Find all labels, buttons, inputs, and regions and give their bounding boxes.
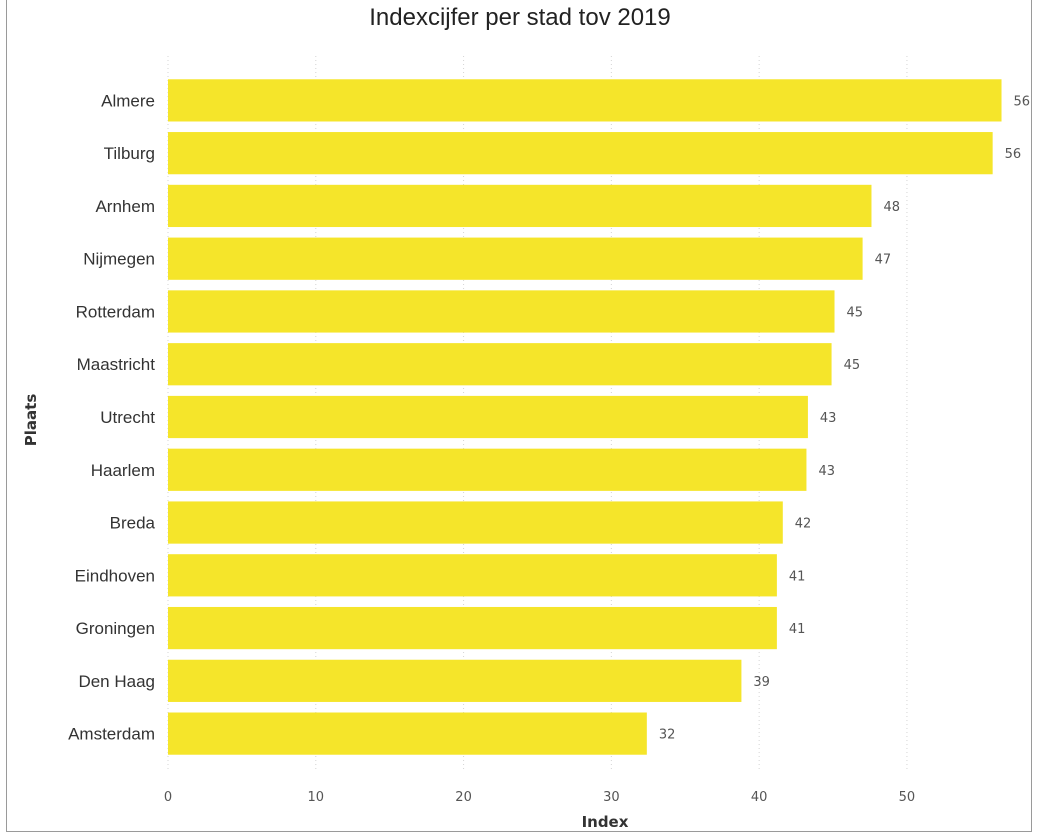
category-label: Maastricht	[77, 355, 156, 374]
bar[interactable]	[168, 606, 777, 650]
x-tick-label: 50	[899, 790, 916, 805]
x-tick-label: 20	[455, 790, 472, 805]
category-label: Amsterdam	[68, 725, 155, 744]
x-tick-label: 40	[751, 790, 768, 805]
bars	[168, 79, 1002, 755]
data-label: 43	[818, 464, 835, 479]
category-labels: Almere Tilburg Arnhem Nijmegen Rotterdam Maas…	[68, 91, 155, 743]
data-label: 47	[875, 253, 892, 268]
data-label: 56	[1014, 94, 1031, 109]
data-label: 41	[789, 622, 806, 637]
category-label: Groningen	[76, 619, 155, 638]
category-label: Utrecht	[100, 408, 155, 427]
data-labels: 56 56 48 47 45 45 43 43 42 41 41 39 32	[659, 94, 1030, 742]
x-tick-label: 0	[164, 790, 172, 805]
data-label: 39	[753, 675, 770, 690]
category-label: Nijmegen	[83, 250, 155, 269]
data-label: 48	[883, 200, 900, 215]
category-label: Rotterdam	[76, 302, 155, 321]
x-tick-labels: 0 10 20 30 40 50	[164, 790, 915, 805]
data-label: 45	[847, 305, 864, 320]
y-axis-title: Plaats	[22, 394, 40, 447]
bar[interactable]	[168, 501, 783, 544]
bar[interactable]	[168, 132, 993, 175]
category-label: Den Haag	[78, 672, 155, 691]
bar[interactable]	[168, 79, 1002, 122]
data-label: 42	[795, 517, 812, 532]
x-axis-title: Index	[582, 813, 629, 831]
x-tick-label: 10	[308, 790, 325, 805]
data-label: 32	[659, 728, 676, 743]
category-label: Haarlem	[91, 461, 155, 480]
category-label: Almere	[101, 91, 155, 110]
category-label: Arnhem	[95, 197, 155, 216]
category-label: Breda	[110, 514, 156, 533]
x-tick-label: 30	[603, 790, 620, 805]
data-label: 56	[1005, 147, 1022, 162]
bar[interactable]	[168, 448, 807, 491]
bar[interactable]	[168, 395, 808, 439]
bar[interactable]	[168, 290, 835, 333]
category-label: Tilburg	[104, 144, 155, 163]
bar[interactable]	[168, 184, 872, 228]
chart-title: Indexcijfer per stad tov 2019	[369, 4, 671, 31]
data-label: 43	[820, 411, 837, 426]
bar[interactable]	[168, 237, 863, 280]
data-label: 45	[844, 358, 861, 373]
gridlines	[167, 56, 908, 772]
bar[interactable]	[168, 343, 832, 386]
bar[interactable]	[168, 712, 647, 755]
bar[interactable]	[168, 659, 742, 702]
data-label: 41	[789, 569, 806, 584]
bar[interactable]	[168, 554, 777, 597]
category-label: Eindhoven	[75, 566, 155, 585]
